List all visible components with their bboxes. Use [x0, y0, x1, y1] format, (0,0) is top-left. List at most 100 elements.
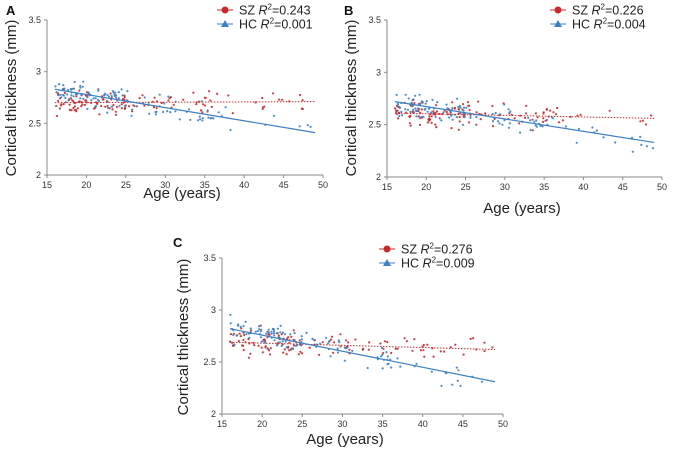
hc-data-point: [273, 339, 276, 342]
hc-data-point: [545, 118, 549, 122]
sz-data-point: [542, 120, 545, 123]
hc-data-point: [275, 332, 278, 335]
sz-data-point: [247, 356, 250, 359]
panel-c-hc-trend-line: [229, 328, 496, 383]
panel-c-x-axis-title: Age (years): [306, 431, 384, 448]
sz-data-point: [379, 342, 382, 345]
sz-data-point: [639, 120, 642, 123]
hc-data-point: [414, 107, 417, 110]
hc-data-point: [413, 111, 416, 114]
hc-data-point: [509, 110, 512, 113]
sz-data-point: [83, 103, 86, 106]
hc-data-point: [414, 94, 417, 97]
hc-data-point: [94, 97, 97, 100]
sz-data-point: [454, 343, 457, 346]
hc-data-point: [290, 347, 293, 351]
sz-data-point: [458, 120, 461, 123]
hc-data-point: [503, 119, 506, 122]
sz-data-point: [292, 344, 296, 347]
hc-data-point: [154, 110, 157, 114]
sz-data-point: [264, 346, 267, 349]
hc-data-point: [497, 120, 500, 123]
sz-data-point: [492, 125, 495, 128]
sz-data-point: [57, 99, 60, 102]
hc-data-point: [366, 366, 369, 370]
hc-data-point: [564, 125, 568, 128]
sz-data-point: [513, 117, 516, 120]
x-tick-label: 25: [121, 180, 131, 190]
sz-data-point: [475, 123, 478, 126]
sz-data-point: [434, 111, 437, 114]
hc-data-point: [491, 120, 495, 123]
hc-data-point: [212, 117, 215, 120]
hc-data-point: [72, 95, 75, 98]
panel-a-y-axis-title: Cortical thickness (mm): [3, 20, 20, 177]
hc-data-point: [272, 332, 275, 335]
sz-data-point: [439, 350, 442, 353]
hc-data-point: [407, 97, 410, 100]
hc-data-point: [300, 335, 303, 338]
hc-data-point: [436, 101, 439, 104]
hc-data-point: [280, 344, 283, 347]
sz-data-point: [237, 339, 240, 343]
hc-data-point: [465, 106, 468, 109]
hc-data-point: [237, 323, 240, 326]
hc-data-point: [457, 105, 460, 109]
sz-data-point: [96, 102, 99, 105]
sz-data-point: [263, 105, 266, 108]
hc-data-point: [258, 325, 261, 328]
sz-data-point: [143, 104, 146, 107]
hc-data-point: [418, 93, 421, 96]
legend-series-name: HC: [239, 18, 261, 32]
legend-r-symbol: R: [258, 4, 267, 18]
hc-data-point: [262, 339, 265, 342]
hc-data-point: [267, 348, 270, 351]
y-tick-label: 2.5: [368, 120, 381, 130]
hc-data-point: [455, 116, 459, 119]
sz-data-point: [519, 114, 522, 117]
hc-data-point: [70, 94, 73, 97]
hc-data-point: [451, 106, 454, 110]
x-tick-label: 50: [318, 180, 328, 190]
legend-series-name: SZ: [401, 243, 420, 257]
hc-data-point: [396, 102, 399, 105]
legend-r-superscript: 2: [267, 3, 272, 12]
hc-data-point: [351, 349, 354, 352]
hc-data-point: [419, 102, 422, 105]
hc-data-point: [420, 116, 423, 119]
hc-data-point: [463, 106, 466, 109]
x-tick-label: 30: [337, 419, 347, 429]
hc-data-point: [270, 330, 273, 333]
hc-data-point: [329, 355, 332, 358]
hc-data-point: [235, 334, 238, 337]
panel-a-x-axis-title: Age (years): [143, 185, 221, 202]
hc-data-point: [94, 105, 98, 108]
hc-data-point: [126, 90, 129, 93]
hc-data-point: [107, 106, 110, 110]
sz-data-point: [396, 109, 399, 112]
hc-data-point: [66, 93, 69, 96]
y-tick-label: 3.5: [203, 253, 216, 263]
hc-data-point: [430, 111, 433, 114]
sz-data-point: [466, 101, 470, 104]
sz-data-point: [111, 108, 114, 111]
sz-data-point: [382, 347, 385, 350]
sz-data-point: [73, 105, 76, 108]
sz-data-point: [288, 341, 291, 344]
hc-data-point: [81, 85, 84, 88]
sz-data-point: [576, 114, 579, 117]
hc-data-point: [527, 116, 530, 119]
sz-data-point: [417, 115, 420, 118]
hc-data-point: [117, 97, 121, 100]
hc-data-point: [174, 110, 177, 113]
x-tick-label: 45: [279, 180, 289, 190]
sz-data-point: [419, 349, 422, 352]
hc-data-point: [199, 118, 202, 121]
hc-data-point: [381, 353, 384, 356]
sz-data-point: [260, 346, 263, 349]
panel-b-y-axis-title: Cortical thickness (mm): [343, 20, 360, 177]
legend-r2-value: =0.226: [605, 4, 644, 18]
panel-a-hc-trend-line: [54, 88, 316, 134]
sz-data-point: [405, 340, 409, 343]
